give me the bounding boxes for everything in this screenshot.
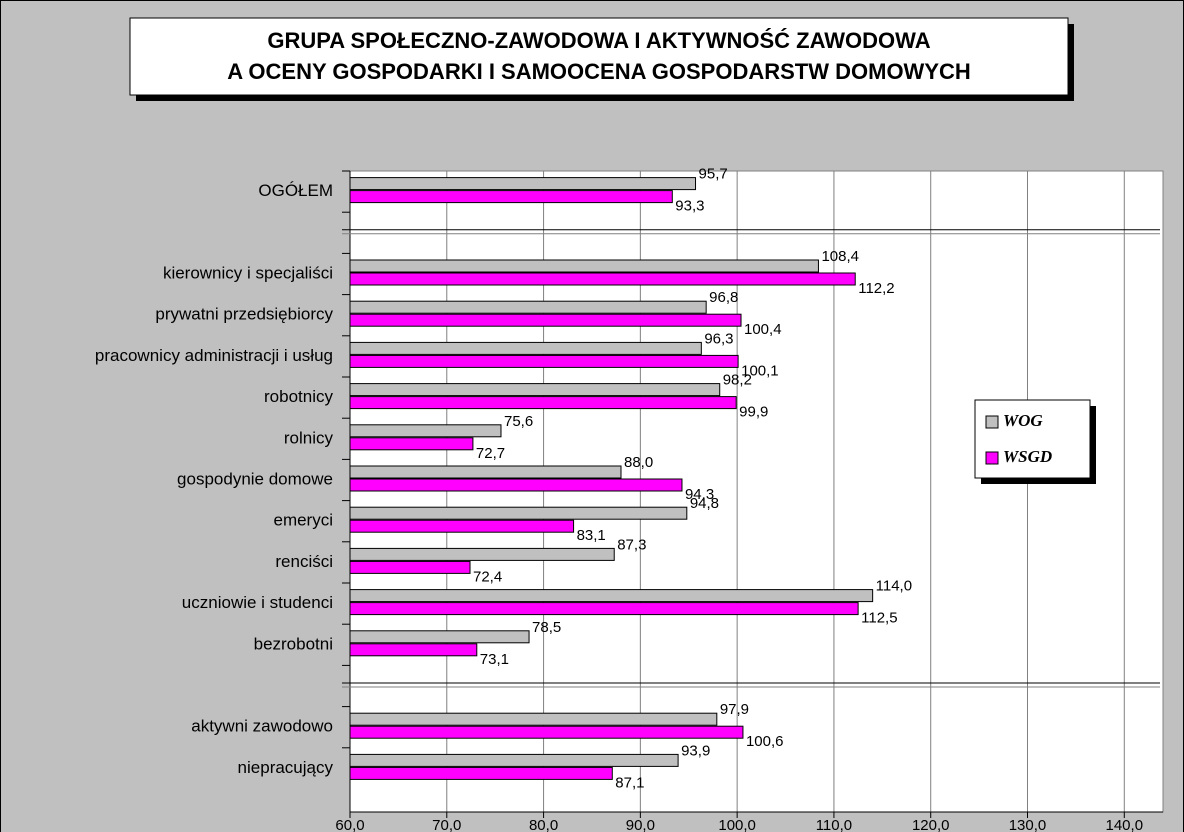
bar <box>349 424 502 438</box>
data-label: 87,1 <box>615 774 644 791</box>
data-label: 94,3 <box>685 486 714 503</box>
bar <box>349 437 474 451</box>
y-tick-label: emeryci <box>273 511 333 530</box>
data-label: 112,5 <box>861 610 897 627</box>
data-label: 112,2 <box>858 280 894 297</box>
bar <box>349 383 721 397</box>
bar <box>349 753 679 767</box>
bar <box>349 547 615 561</box>
data-label: 78,5 <box>532 619 561 636</box>
bar <box>349 478 683 492</box>
bar <box>349 272 856 286</box>
x-tick-label: 70,0 <box>432 817 461 832</box>
data-label: 94,8 <box>690 495 719 512</box>
data-label: 97,9 <box>720 701 749 718</box>
y-tick-label: aktywni zawodowo <box>191 717 333 736</box>
x-tick-label: 60,0 <box>335 817 364 832</box>
data-label: 98,2 <box>723 372 752 389</box>
bar <box>349 643 478 657</box>
legend-label: WOG <box>1003 411 1043 430</box>
chart-title: GRUPA SPOŁECZNO-ZAWODOWA I AKTYWNOŚĆ ZAW… <box>267 28 930 53</box>
bar <box>349 560 471 574</box>
y-tick-label: pracownicy administracji i usług <box>95 346 333 365</box>
bar <box>349 313 742 327</box>
data-label: 83,1 <box>577 527 606 544</box>
data-label: 72,7 <box>476 445 505 462</box>
data-label: 75,6 <box>504 413 533 430</box>
data-label: 88,0 <box>624 454 653 471</box>
bar <box>349 630 530 644</box>
bar <box>349 589 874 603</box>
bar <box>349 725 744 739</box>
data-label: 95,7 <box>699 166 728 183</box>
legend-swatch <box>985 451 999 465</box>
x-tick-label: 80,0 <box>529 817 558 832</box>
chart-title: A OCENY GOSPODARKI I SAMOOCENA GOSPODARS… <box>227 59 971 84</box>
y-tick-label: OGÓŁEM <box>258 181 333 200</box>
y-tick-label: bezrobotni <box>254 634 333 653</box>
x-tick-label: 120,0 <box>912 817 950 832</box>
bar <box>349 177 697 191</box>
x-tick-label: 140,0 <box>1106 817 1144 832</box>
data-label: 108,4 <box>821 248 859 265</box>
data-label: 96,3 <box>704 330 733 347</box>
y-tick-label: niepracujący <box>238 758 334 777</box>
bar <box>349 341 702 355</box>
bar <box>349 602 859 616</box>
bar <box>349 190 673 204</box>
data-label: 100,6 <box>746 733 784 750</box>
bar <box>349 259 819 273</box>
legend <box>974 399 1091 479</box>
bar <box>349 465 622 479</box>
data-label: 93,9 <box>681 742 710 759</box>
data-label: 100,4 <box>744 321 782 338</box>
bar <box>349 396 737 410</box>
data-label: 100,1 <box>741 362 779 379</box>
y-tick-label: uczniowie i studenci <box>182 593 333 612</box>
x-tick-label: 130,0 <box>1009 817 1047 832</box>
x-tick-label: 100,0 <box>718 817 756 832</box>
x-tick-label: 110,0 <box>816 817 852 832</box>
y-tick-label: rolnicy <box>284 428 334 447</box>
y-tick-label: renciści <box>275 552 333 571</box>
data-label: 93,3 <box>675 198 704 215</box>
data-label: 114,0 <box>876 578 912 595</box>
y-tick-label: gospodynie domowe <box>177 469 333 488</box>
legend-label: WSGD <box>1003 447 1052 466</box>
bar <box>349 712 718 726</box>
data-label: 72,4 <box>473 568 502 585</box>
bar <box>349 506 688 520</box>
y-tick-label: prywatni przedsiębiorcy <box>155 305 333 324</box>
data-label: 73,1 <box>480 651 509 668</box>
y-tick-label: kierownicy i specjaliści <box>163 263 333 282</box>
x-tick-label: 90,0 <box>626 817 655 832</box>
y-tick-label: robotnicy <box>264 387 333 406</box>
bar <box>349 519 575 533</box>
bar <box>349 766 613 780</box>
data-label: 96,8 <box>709 289 738 306</box>
data-label: 87,3 <box>617 536 646 553</box>
bar <box>349 354 739 368</box>
legend-swatch <box>985 415 999 429</box>
title-box <box>129 17 1069 96</box>
data-label: 99,9 <box>739 404 768 421</box>
bar <box>349 300 707 314</box>
